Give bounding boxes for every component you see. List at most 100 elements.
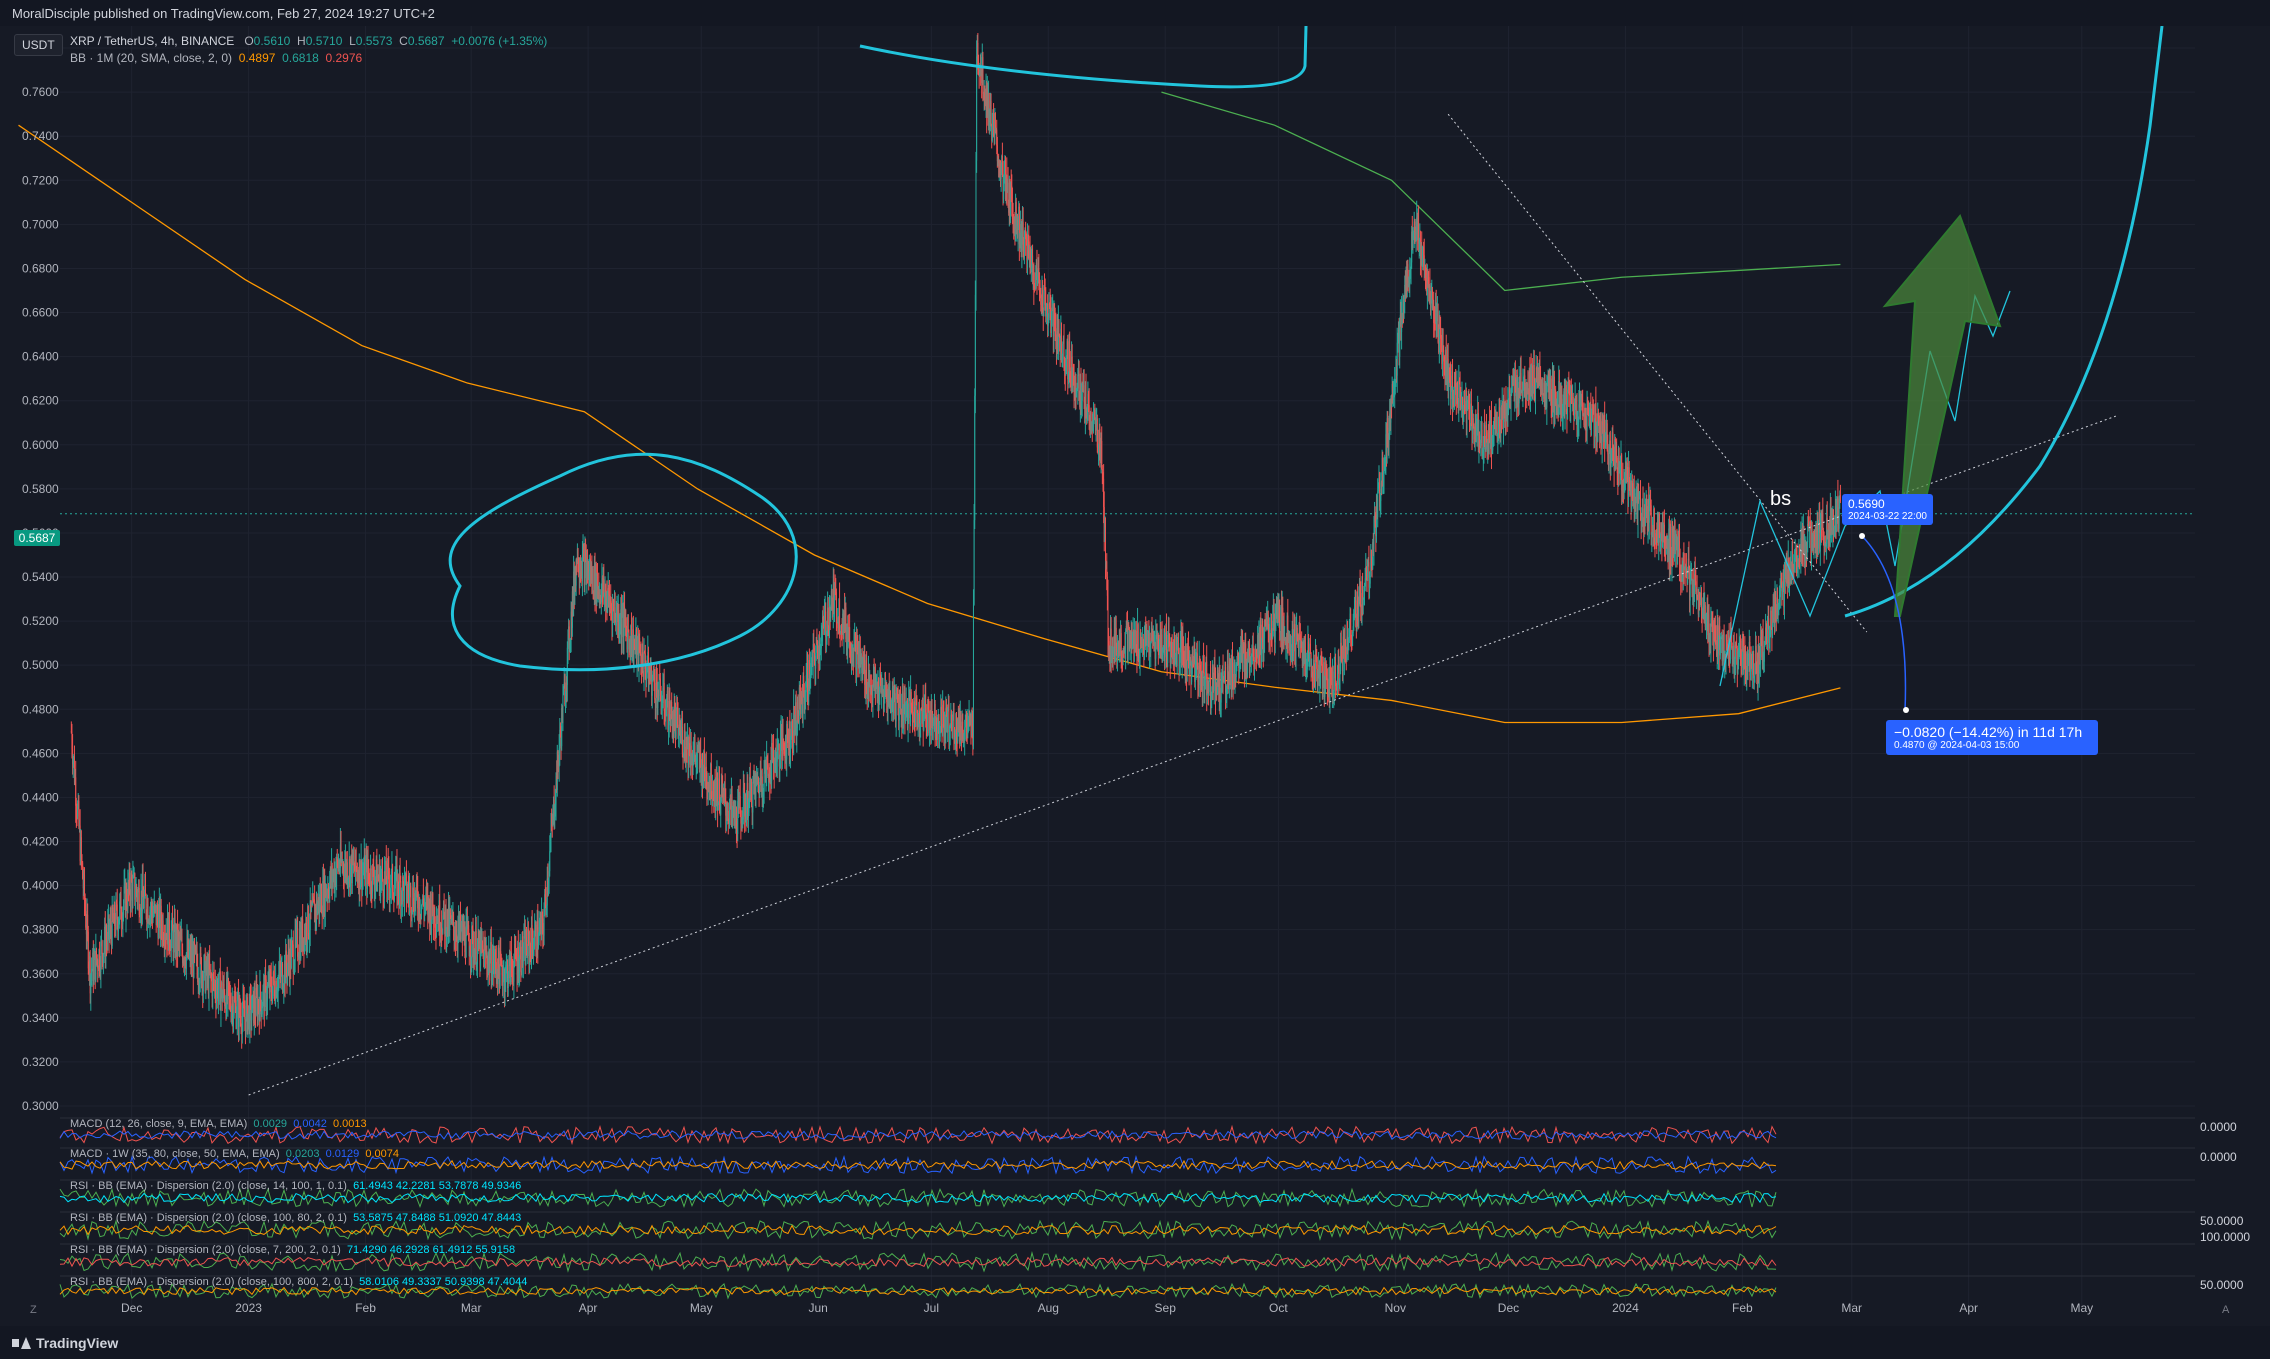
candle-body [233,999,235,1016]
candle-body [1572,396,1574,409]
candle-body [1173,634,1175,665]
candle-body [1360,607,1362,612]
candle-body [493,963,495,971]
candle-body [1545,383,1547,408]
candle-body [689,754,691,764]
candle-body [1131,630,1133,647]
candle-body [693,745,695,754]
candle-body [1347,641,1349,649]
candle-body [1560,396,1562,413]
candle-body [600,598,602,604]
candle-body [1110,628,1112,659]
candle-body [754,783,756,785]
candle-body [161,925,163,937]
candle-body [1562,414,1564,419]
candle-body [840,625,842,635]
candle-body [543,914,545,936]
price-chart[interactable]: 0.78000.76000.74000.72000.70000.68000.66… [0,26,2270,1326]
candle-body [972,604,974,746]
candle-body [783,743,785,755]
candle-body [862,657,864,674]
candle-body [1121,655,1123,660]
candle-body [329,868,331,882]
candle-body [244,1016,246,1020]
candle-body [1397,329,1399,333]
candle-body [690,745,692,765]
candle-body [285,950,287,984]
candle-body [536,951,538,957]
candle-body [116,902,118,905]
candle-body [1394,379,1396,383]
candle-body [1477,413,1479,448]
candle-body [1287,631,1289,642]
candle-body [1526,391,1528,393]
candle-body [334,871,336,888]
candle-body [766,756,768,765]
candle-body [1171,641,1173,645]
candle-body [1440,338,1442,343]
candle-body [1269,634,1271,638]
candle-body [698,749,700,770]
candle-body [1285,639,1287,644]
candle-body [1059,334,1061,338]
candle-body [883,688,885,712]
candle-body [147,903,149,923]
candle-body [793,706,795,745]
candle-body [202,978,204,992]
candle-body [1081,387,1083,401]
candle-body [444,909,446,934]
candle-body [1595,429,1597,438]
candle-body [730,794,732,810]
candle-body [1239,657,1241,660]
candle-body [148,920,150,923]
candle-body [226,979,228,1016]
candle-body [1419,239,1421,242]
candle-body [1304,649,1306,661]
candle-body [1101,468,1103,474]
candle-body [321,891,323,914]
candle-body [291,943,293,946]
candle-body [493,951,495,971]
candle-body [262,989,264,1006]
candle-body [1323,662,1325,681]
candle-body [461,921,463,928]
candle-body [329,881,331,899]
candle-body [1314,680,1316,684]
candle-body [508,958,510,979]
candle-body [1208,679,1210,692]
candle-body [1262,642,1264,654]
candle-body [1089,422,1091,431]
candle-body [1247,652,1249,673]
candle-body [722,787,724,795]
candle-body [1390,398,1392,423]
candle-body [265,975,267,980]
candle-body [1569,394,1571,413]
candle-body [303,937,305,951]
candle-body [640,653,642,666]
candle-body [735,807,737,821]
candle-body [1619,468,1621,470]
candle-body [796,699,798,728]
candle-body [983,92,985,98]
candle-body [1542,388,1544,396]
candle-body [655,677,657,704]
candle-body [659,678,661,696]
candle-body [80,837,82,862]
candle-body [1279,632,1281,638]
candle-body [459,915,461,931]
candle-body [1369,576,1371,584]
candle-body [617,604,619,623]
candle-body [1029,250,1031,263]
candle-body [1132,631,1134,639]
candle-body [1298,632,1300,655]
candle-body [820,633,822,649]
candle-body [1480,434,1482,446]
candle-body [1230,662,1232,676]
chart-area[interactable]: 0.78000.76000.74000.72000.70000.68000.66… [0,26,2270,1326]
candle-body [353,861,355,870]
candle-body [683,730,685,753]
candle-body [702,777,704,787]
candle-body [711,798,713,801]
candle-body [598,589,600,595]
candle-body [1502,403,1504,430]
